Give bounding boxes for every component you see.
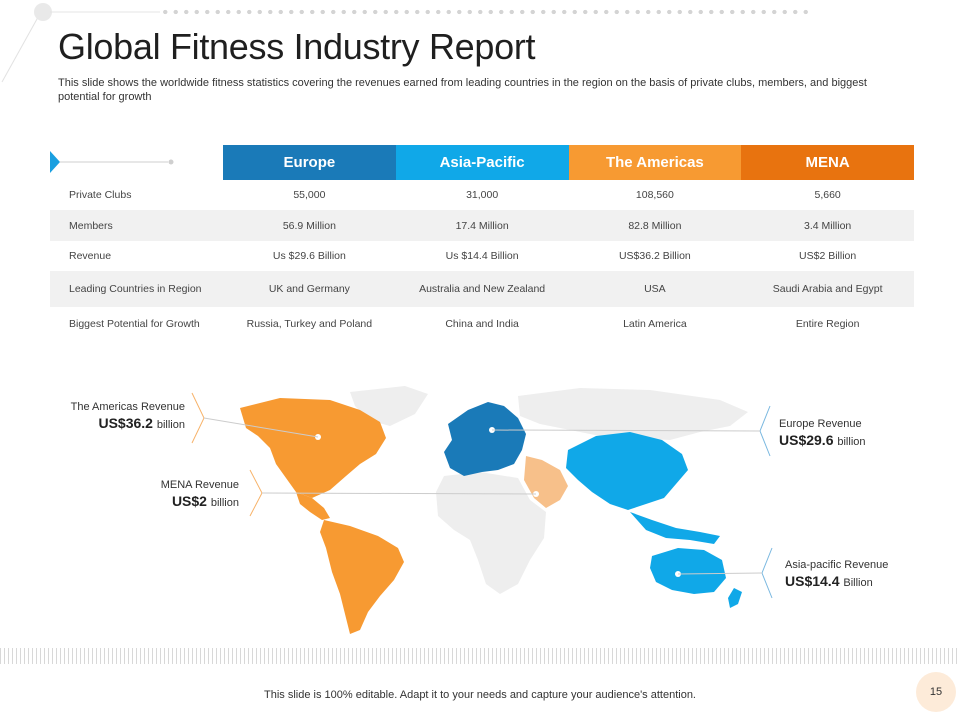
table-cell: 56.9 Million	[282, 219, 336, 232]
marker-apac	[675, 571, 681, 577]
table-cell: 108,560	[635, 189, 674, 201]
column-header-mena: MENA	[741, 145, 914, 180]
row-label: Biggest Potential for Growth	[69, 318, 200, 330]
table-cell: US$36.2 Billion	[618, 250, 691, 262]
decorative-corner-line	[1, 9, 43, 83]
decorative-circle	[34, 3, 52, 21]
table-cell: 3.4 Million	[803, 219, 852, 232]
map-region-asia	[566, 432, 688, 510]
table-row-revenue: Revenue Us $29.6 Billion Us $14.4 Billio…	[50, 241, 914, 271]
page-subtitle: This slide shows the worldwide fitness s…	[58, 77, 867, 103]
table-cell: 55,000	[293, 189, 326, 201]
map-region-north-america	[240, 398, 386, 498]
table-cell: Russia, Turkey and Poland	[246, 318, 373, 330]
row-label: Leading Countries in Region	[69, 283, 202, 295]
callout-mena-revenue: MENA Revenue US$2 billion	[110, 478, 239, 512]
decorative-dot-row	[160, 9, 810, 15]
table-row-leading-countries: Leading Countries in Region UK and Germa…	[50, 271, 914, 307]
table-cell: Us $29.6 Billion	[272, 250, 346, 262]
map-region-australia	[650, 548, 726, 594]
callout-label: The Americas Revenue	[70, 401, 185, 413]
map-region-central-america	[296, 492, 330, 520]
marker-mena	[533, 491, 539, 497]
map-region-south-america	[320, 520, 404, 634]
callout-americas-revenue: The Americas Revenue US$36.2 billion	[40, 400, 185, 434]
marker-americas	[315, 434, 321, 440]
table-cell: UK and Germany	[268, 283, 350, 295]
world-map	[240, 386, 748, 634]
callout-value: US$14.4 Billion	[785, 573, 873, 589]
map-region-southeast-asia	[630, 512, 720, 544]
map-region-europe	[444, 402, 526, 476]
page-title: Global Fitness Industry Report	[58, 26, 536, 67]
table-row-growth-potential: Biggest Potential for Growth Russia, Tur…	[50, 307, 914, 341]
table-cell: Entire Region	[795, 318, 860, 330]
row-label: Members	[69, 219, 113, 232]
footer-note: This slide is 100% editable. Adapt it to…	[264, 689, 696, 701]
column-header-europe: Europe	[223, 145, 396, 180]
map-region-north-asia	[518, 388, 748, 440]
column-header-americas: The Americas	[568, 145, 742, 180]
callout-value: US$29.6 billion	[779, 432, 866, 448]
row-label: Revenue	[69, 250, 112, 262]
table-cell: Australia and New Zealand	[419, 283, 546, 295]
table-cell: 17.4 Million	[455, 219, 509, 232]
table-cell: 31,000	[466, 189, 499, 201]
table-cell: Us $14.4 Billion	[445, 250, 519, 262]
table-cell: Latin America	[623, 318, 687, 330]
callout-label: Europe Revenue	[779, 418, 862, 430]
table-header: Europe Asia-Pacific The Americas MENA	[223, 145, 914, 180]
callout-label: MENA Revenue	[160, 479, 239, 491]
callout-label: Asia-pacific Revenue	[785, 559, 889, 571]
callout-value: US$2 billion	[171, 493, 239, 509]
table-cell: US$2 Billion	[799, 250, 857, 262]
table-cell: 82.8 Million	[628, 219, 682, 232]
callout-value: US$36.2 billion	[98, 415, 185, 431]
callout-europe-revenue: Europe Revenue US$29.6 billion	[779, 417, 919, 451]
page-number: 15	[916, 672, 956, 712]
table-row-private-clubs: Private Clubs 55,000 31,000 108,560 5,66…	[50, 180, 914, 210]
row-label: Private Clubs	[69, 189, 132, 201]
table-cell: China and India	[445, 318, 519, 330]
table-cell: 5,660	[814, 189, 841, 201]
marker-europe	[489, 427, 495, 433]
callout-apac-revenue: Asia-pacific Revenue US$14.4 Billion	[785, 558, 925, 592]
table-row-members: Members 56.9 Million 17.4 Million 82.8 M…	[50, 210, 914, 241]
table-cell: USA	[644, 283, 666, 295]
column-header-asia-pacific: Asia-Pacific	[395, 145, 569, 180]
table-pointer-icon	[50, 151, 174, 173]
decorative-top-line	[50, 11, 160, 13]
map-region-mena	[524, 456, 568, 508]
map-region-africa	[436, 472, 546, 594]
table-cell: Saudi Arabia and Egypt	[772, 283, 883, 295]
fitness-stats-table: Europe Asia-Pacific The Americas MENA Pr…	[50, 145, 914, 341]
decorative-bottom-stripe	[0, 648, 960, 664]
map-region-new-zealand	[728, 588, 742, 608]
